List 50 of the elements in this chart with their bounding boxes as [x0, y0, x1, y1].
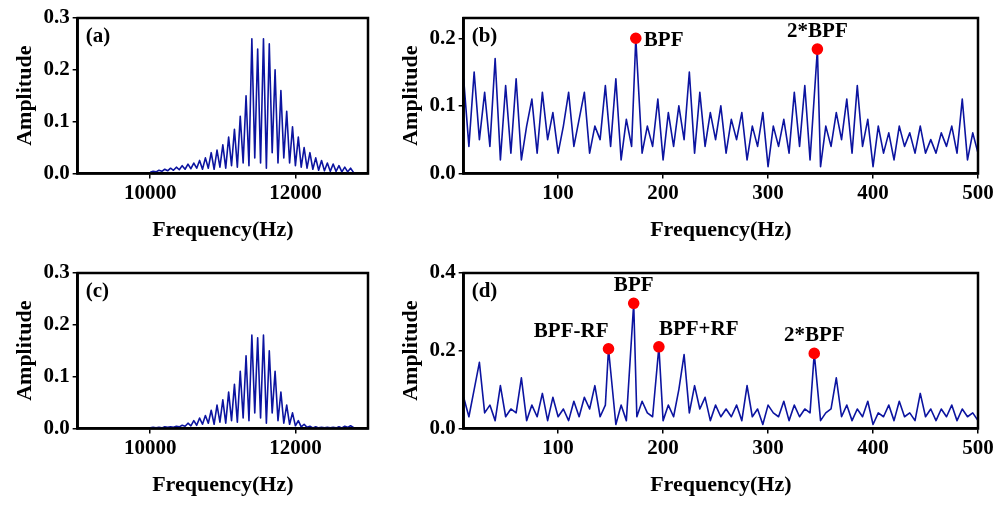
x-tick-label: 100	[542, 180, 574, 205]
x-tick-label: 300	[752, 180, 784, 205]
annotation: BPF+RF	[658, 315, 739, 340]
y-axis-title: Amplitude	[10, 300, 36, 401]
point	[653, 341, 665, 353]
annotation: 2*BPF	[787, 18, 848, 43]
y-tick-label: 0.0	[429, 414, 456, 439]
x-tick-label: 12000	[269, 435, 322, 460]
y-tick-label: 0.3	[43, 4, 70, 29]
point	[808, 347, 821, 360]
y-tick-label: 0.3	[43, 259, 70, 284]
x-tick-label: 400	[857, 435, 889, 460]
y-tick-label: 0.0	[43, 159, 70, 184]
y-tick-label: 0.4	[429, 259, 457, 284]
y-tick-label: 0.0	[429, 159, 456, 184]
annotation: (b)	[471, 23, 498, 47]
y-tick-label: 0.1	[429, 92, 456, 117]
x-axis-title: Frequency(Hz)	[650, 216, 792, 242]
x-tick-label: 10000	[123, 435, 177, 460]
x-tick-label: 500	[962, 435, 994, 460]
point	[602, 342, 615, 355]
y-axis-title: Amplitude	[10, 45, 36, 146]
annotation: (d)	[471, 278, 498, 302]
x-tick-label: 400	[857, 180, 889, 205]
x-tick-label: 200	[647, 180, 679, 205]
x-axis-title: Frequency(Hz)	[152, 216, 294, 242]
y-axis-title: Amplitude	[396, 300, 422, 401]
annotation: BPF	[613, 272, 654, 297]
y-axis-title: Amplitude	[396, 45, 422, 146]
annotation: BPF-RF	[533, 317, 609, 342]
y-tick-label: 0.1	[43, 363, 70, 388]
x-axis-title: Frequency(Hz)	[152, 471, 294, 497]
annotation: BPF	[643, 26, 684, 51]
annotation: (c)	[85, 278, 109, 302]
x-tick-label: 300	[752, 435, 784, 460]
y-tick-label: 0.2	[429, 24, 456, 49]
annotation: (a)	[85, 23, 111, 47]
x-tick-label: 500	[962, 180, 994, 205]
x-axis-title: Frequency(Hz)	[650, 471, 792, 497]
x-tick-label: 12000	[269, 180, 322, 205]
y-tick-label: 0.2	[429, 337, 456, 362]
annotation: 2*BPF	[783, 322, 845, 347]
y-tick-label: 0.2	[43, 311, 70, 336]
point	[627, 297, 640, 310]
y-tick-label: 0.0	[43, 414, 70, 439]
x-tick-label: 10000	[123, 180, 177, 205]
y-tick-label: 0.2	[43, 56, 70, 81]
x-tick-label: 100	[542, 435, 574, 460]
y-tick-label: 0.1	[43, 108, 70, 133]
x-tick-label: 200	[647, 435, 679, 460]
